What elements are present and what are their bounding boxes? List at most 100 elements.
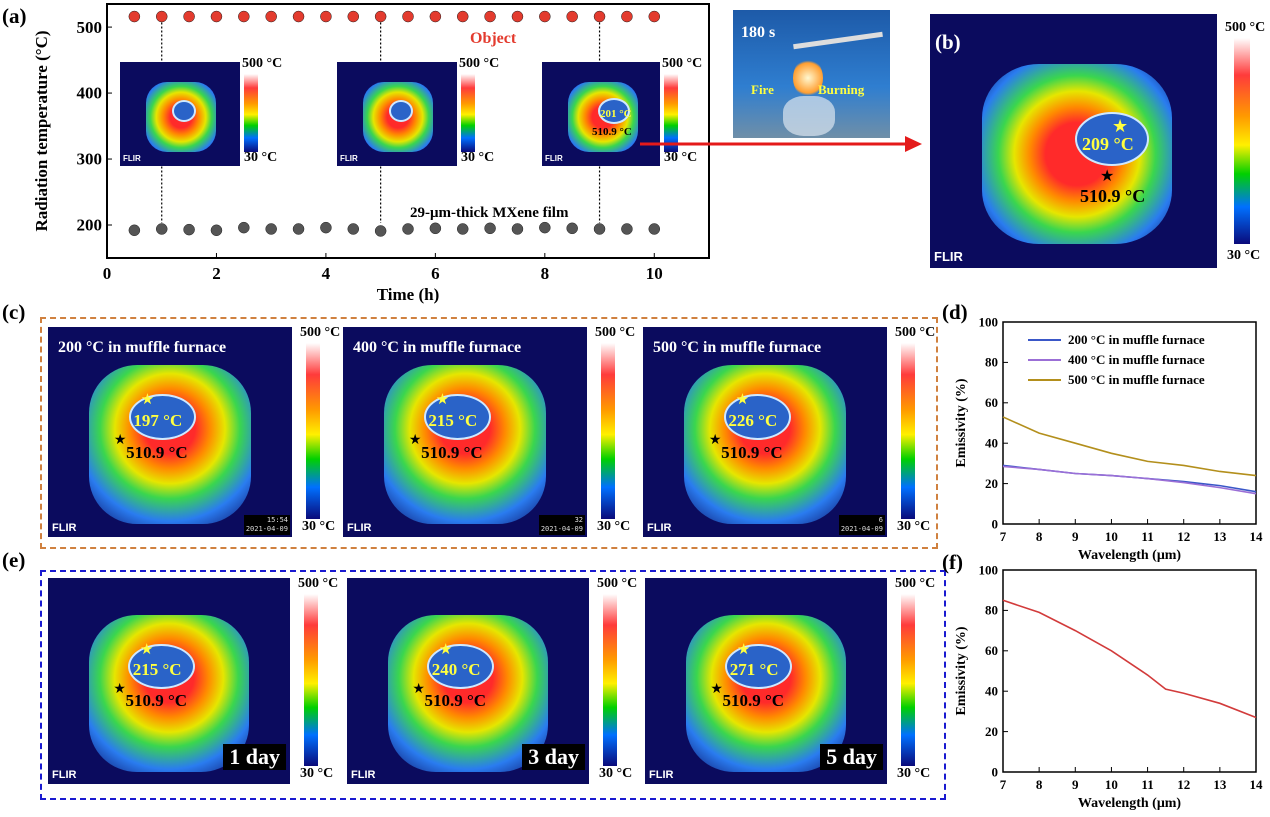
y-tick-label: 60 — [985, 643, 998, 658]
colorbar-max: 500 °C — [895, 576, 936, 591]
film-point — [265, 223, 277, 235]
colorbar — [461, 74, 475, 152]
inset-star-temp: 510.9 °C — [592, 126, 632, 138]
ir-inset-1: FLIR — [120, 62, 240, 166]
panel-label-b: (b) — [935, 30, 961, 54]
y-tick-label: 100 — [979, 562, 999, 577]
colorbar — [306, 343, 320, 519]
colorbar-max: 500 °C — [300, 325, 341, 340]
arrow — [640, 136, 922, 152]
legend-label: 500 °C in muffle furnace — [1068, 372, 1205, 387]
x-axis-label: Wavelength (μm) — [1078, 796, 1182, 811]
tweezers — [793, 31, 883, 50]
chart-d: 7 8 9 10 11 12 13 14 0 20 40 60 80 100 Wavelength (μm)… — [954, 314, 1263, 563]
star-icon: ★ — [113, 682, 126, 697]
y-axis-label: Emissivity (%) — [954, 626, 969, 715]
star-icon: ★ — [139, 641, 154, 658]
film-point — [429, 222, 442, 235]
x-tick-label: 10 — [1105, 529, 1118, 544]
colorbar — [304, 594, 318, 766]
y-tick-label: 40 — [985, 436, 998, 451]
colorbar-min: 30 °C — [897, 766, 931, 781]
flir-logo: FLIR — [123, 154, 141, 163]
film-point — [155, 223, 168, 235]
star-icon: ★ — [408, 433, 422, 448]
y-tick-label: 500 — [77, 18, 103, 37]
x-tick-label: 2 — [212, 264, 221, 283]
film-point — [593, 223, 606, 235]
inset-temp: 201 °C — [600, 108, 632, 120]
star-temp: 510.9 °C — [424, 691, 487, 711]
star-temp: 510.9 °C — [1080, 186, 1146, 206]
film-point — [566, 222, 578, 235]
c-ir-image: ★ 215 °C ★ 510.9 °C FLIR 400 °C in muffle… — [343, 327, 587, 537]
flir-logo: FLIR — [347, 522, 372, 534]
colorbar-max: 500 °C — [459, 56, 500, 71]
x-tick-label: 7 — [1000, 529, 1007, 544]
object-point — [265, 10, 277, 23]
panel-label-a: (a) — [2, 4, 27, 28]
star-icon: ★ — [708, 433, 722, 448]
panel-label-e: (e) — [2, 548, 26, 572]
flir-logo: FLIR — [934, 249, 963, 264]
photo-time: 180 s — [741, 24, 776, 41]
e-ir-image: ★ 271 °C ★ 510.9 °C FLIR 5 day — [645, 578, 887, 784]
object-point — [429, 10, 442, 23]
flame — [793, 58, 823, 98]
film-point — [320, 221, 332, 234]
film-point — [484, 222, 496, 235]
x-tick-label: 12 — [1177, 777, 1190, 792]
spot-temp: 240 °C — [431, 660, 481, 680]
object-label: Object — [470, 30, 517, 47]
colorbar — [603, 594, 617, 766]
object-point — [347, 10, 360, 23]
flir-logo: FLIR — [545, 154, 563, 163]
colorbar-max: 500 °C — [298, 576, 339, 591]
burner-bottle — [783, 96, 835, 136]
flir-logo: FLIR — [52, 522, 77, 534]
star-temp: 510.9 °C — [721, 442, 783, 462]
ir-inset-3: 201 °C 510.9 °C FLIR — [542, 62, 660, 166]
object-point — [593, 10, 606, 23]
ir-inset-2: FLIR — [337, 62, 457, 166]
x-axis-label: Time (h) — [377, 285, 440, 304]
colorbar-max: 500 °C — [597, 576, 638, 591]
x-axis-label: Wavelength (μm) — [1078, 548, 1182, 563]
photo-fire-label: Fire — [751, 82, 774, 97]
colorbar-max: 500 °C — [242, 56, 283, 71]
image-caption: 200 °C in muffle furnace — [58, 339, 227, 356]
chart-f: 7 8 9 10 11 12 13 14 0 20 40 60 80 100 Wavelength (μm)… — [954, 562, 1263, 811]
star-icon: ★ — [1112, 116, 1129, 136]
y-tick-label: 400 — [77, 84, 103, 103]
x-tick-label: 7 — [1000, 777, 1007, 792]
timestamp: 6 2021-04-09 — [838, 515, 885, 535]
colorbar-max: 500 °C — [1225, 20, 1266, 35]
burner-photo: 180 s Fire Burning — [733, 10, 890, 138]
series-line — [1002, 416, 1257, 477]
colorbar — [664, 74, 678, 152]
spot-temp: 226 °C — [728, 411, 778, 430]
plot-frame — [106, 3, 710, 259]
x-tick-label: 13 — [1213, 777, 1227, 792]
day-label: 5 day — [820, 744, 883, 770]
object-point — [374, 10, 387, 23]
x-tick-label: 8 — [1036, 777, 1043, 792]
film-point — [292, 223, 305, 235]
spot-temp: 215 °C — [132, 660, 182, 680]
day-label: 3 day — [522, 744, 585, 770]
star-temp: 510.9 °C — [126, 442, 188, 462]
y-tick-label: 200 — [77, 216, 103, 235]
object-point — [621, 10, 633, 23]
colorbar-min: 30 °C — [897, 519, 931, 534]
x-tick-label: 11 — [1141, 529, 1153, 544]
x-tick-label: 12 — [1177, 529, 1190, 544]
y-tick-label: 100 — [979, 314, 999, 329]
x-tick-label: 4 — [322, 264, 331, 283]
star-icon: ★ — [140, 392, 155, 408]
panel-label-f: (f) — [942, 550, 963, 574]
colorbar — [1234, 38, 1250, 244]
colorbar-min: 30 °C — [664, 150, 698, 165]
film-point — [238, 221, 250, 234]
colorbar-min: 30 °C — [461, 150, 495, 165]
y-tick-label: 60 — [985, 395, 998, 410]
